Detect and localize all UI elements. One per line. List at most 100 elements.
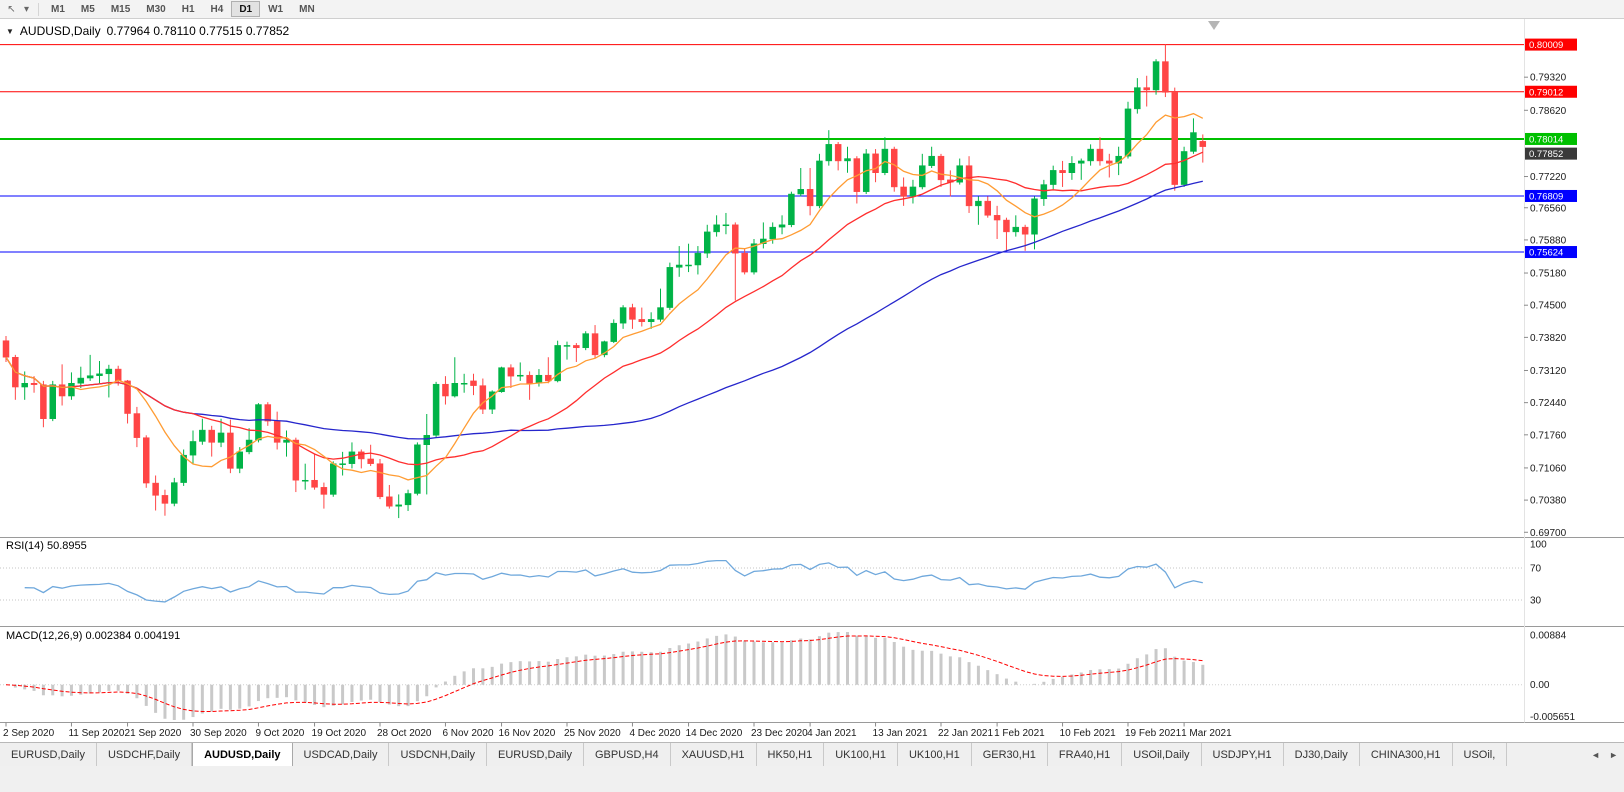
moving-average-line-55 [5,180,1203,440]
candle-body [975,200,982,207]
candle-body [816,160,823,207]
time-axis-label: 22 Jan 2021 [938,728,993,739]
candle-body [367,458,374,464]
timeframe-button-d1[interactable]: D1 [231,1,261,17]
cursor-tool-icon[interactable]: ↖ [7,3,16,15]
time-axis-label: 1 Feb 2021 [994,728,1045,739]
candle-body [750,243,758,273]
candle-body [292,439,300,481]
price-axis-label: 0.73820 [1530,333,1567,344]
timeframe-button-h1[interactable]: H1 [181,4,195,15]
timeframe-button-mn[interactable]: MN [299,4,315,15]
collapse-icon[interactable]: ▼ [6,26,14,36]
chart-tab-gbpusd-h4[interactable]: GBPUSD,H4 [584,743,671,766]
time-axis-label: 30 Sep 2020 [190,728,247,739]
price-axis-label: 0.78620 [1530,106,1567,117]
candle-body [629,307,636,320]
chart-tab-usoil-[interactable]: USOil, [1452,743,1508,766]
chart-tab-usdcad-daily[interactable]: USDCAD,Daily [292,743,390,766]
time-axis-label: 28 Oct 2020 [377,728,432,739]
level-price-label-box [1525,85,1577,98]
candle-body [30,383,38,385]
chart-tab-china300-h1[interactable]: CHINA300,H1 [1359,743,1453,766]
candle-body [143,437,150,484]
chart-shift-marker[interactable] [1208,21,1220,30]
time-axis-label: 21 Sep 2020 [125,728,182,739]
timeframe-button-m15[interactable]: M15 [110,4,131,15]
candle-body [432,383,440,436]
candle-body [965,165,973,207]
candle-body [301,479,309,482]
chart-tab-ger30-h1[interactable]: GER30,H1 [971,743,1048,766]
candle-body [161,495,169,504]
candle-body [180,454,187,483]
time-axis-label: 19 Oct 2020 [312,728,367,739]
timeframe-button-h4[interactable]: H4 [210,4,224,15]
candle-body [2,340,10,358]
candle-body [348,451,356,464]
price-axis-label: 0.71060 [1530,463,1567,474]
time-axis-label: 25 Nov 2020 [564,728,621,739]
candle-body [1012,226,1020,233]
candle-body [40,384,47,419]
timeframe-button-m5[interactable]: M5 [80,4,95,15]
candle-body [1068,163,1076,173]
chart-tab-usoil-daily[interactable]: USOil,Daily [1122,743,1202,766]
time-axis-label: 9 Oct 2020 [255,728,304,739]
candle-body [414,444,421,494]
candle-body [872,153,879,173]
level-price-label: 0.75624 [1529,248,1563,259]
chart-tab-hk50-h1[interactable]: HK50,H1 [756,743,825,766]
chart-tab-dj30-daily[interactable]: DJ30,Daily [1283,743,1360,766]
timeframe-button-w1[interactable]: W1 [268,4,284,15]
candle-body [498,367,505,393]
price-axis-label: 0.72440 [1530,398,1567,409]
candle-body [563,345,571,347]
candle-body [479,385,487,410]
candle-body [919,165,926,188]
candle-body [713,224,720,233]
timeframe-button-m30[interactable]: M30 [146,4,166,15]
candle-body [1096,148,1104,162]
candle-body [423,435,430,446]
chart-tab-eurusd-daily[interactable]: EURUSD,Daily [487,743,584,766]
chart-tab-uk100-h1[interactable]: UK100,H1 [824,743,898,766]
chart-tab-usdcnh-daily[interactable]: USDCNH,Daily [389,743,488,766]
tabs-scroll-right-button[interactable]: ► [1609,749,1618,760]
level-price-label: 0.80009 [1529,40,1563,51]
timeframe-button-m1[interactable]: M1 [51,4,65,15]
candle-body [1003,219,1010,233]
chart-tab-usdchf-daily[interactable]: USDCHF,Daily [96,743,193,766]
price-axis-label: 0.73120 [1530,366,1567,377]
candle-body [909,186,917,197]
candle-body [152,482,159,496]
chart-tab-audusd-daily[interactable]: AUDUSD,Daily [192,743,293,766]
chart-tab-fra40-h1[interactable]: FRA40,H1 [1047,743,1123,766]
macd-axis-label: -0.005651 [1530,712,1575,723]
candle-body [657,307,664,320]
chart-tab-eurusd-daily[interactable]: EURUSD,Daily [0,743,97,766]
macd-axis-label: 0.00884 [1530,630,1567,641]
candle-body [189,441,197,456]
candle-body [675,264,683,268]
chart-tab-uk100-h1[interactable]: UK100,H1 [897,743,972,766]
candle-body [535,374,543,384]
macd-indicator-label: MACD(12,26,9) 0.002384 0.004191 [6,630,181,642]
price-chart-canvas[interactable]: 0.79320 0.78620 0.77220 0.76560 0.75880 0.751… [0,19,1624,742]
candle-body [1106,160,1113,164]
chart-tabs-bar: EURUSD,Daily USDCHF,Daily AUDUSD,Daily USDC… [0,742,1624,766]
tabs-scroll-left-button[interactable]: ◄ [1591,749,1601,760]
dropdown-caret-icon[interactable]: ▾ [23,3,30,15]
candle-body [834,144,842,162]
candle-body [1049,170,1057,185]
price-axis-label: 0.79320 [1530,73,1567,84]
candle-body [1134,87,1141,110]
chart-tab-usdjpy-h1[interactable]: USDJPY,H1 [1201,743,1284,766]
candle-body [1087,148,1094,162]
price-axis-label: 0.69700 [1530,528,1567,539]
candle-body [49,384,56,419]
status-strip [0,766,1624,792]
candle-body [601,341,608,356]
chart-tabs: EURUSD,Daily USDCHF,Daily AUDUSD,Daily USDC… [0,743,1508,766]
chart-tab-xauusd-h1[interactable]: XAUUSD,H1 [670,743,757,766]
